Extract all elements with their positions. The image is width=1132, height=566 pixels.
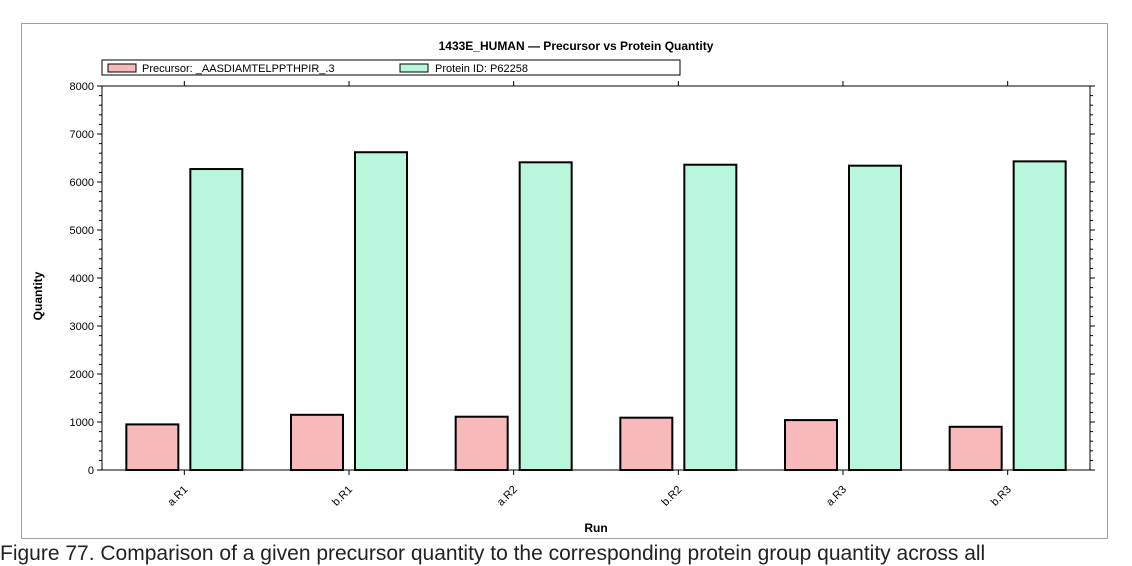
legend: Precursor: _AASDIAMTELPPTHPIR_.3 Protein…	[101, 59, 681, 76]
bars	[125, 151, 1067, 472]
bar-precursor	[784, 419, 838, 471]
y-tick-label: 8000	[70, 81, 94, 93]
chart-title: 1433E_HUMAN — Precursor vs Protein Quant…	[439, 39, 714, 53]
figure-caption: Figure 77. Comparison of a given precurs…	[0, 542, 986, 565]
bar-precursor	[125, 423, 180, 471]
y-tick-label: 0	[88, 465, 94, 477]
bar-protein	[683, 163, 738, 471]
bar-protein	[189, 168, 244, 471]
bar-chart: 1433E_HUMAN — Precursor vs Protein Quant…	[31, 39, 1095, 535]
legend-label-precursor: Precursor: _AASDIAMTELPPTHPIR_.3	[142, 63, 335, 75]
x-tick-label: b.R1	[330, 484, 355, 509]
x-tick-label: b.R3	[989, 484, 1014, 509]
bar-protein	[1012, 160, 1067, 472]
legend-swatch-precursor	[107, 63, 137, 73]
legend-swatch-protein	[399, 63, 429, 73]
bar-protein	[518, 161, 573, 471]
chart-panel: 1433E_HUMAN — Precursor vs Protein Quant…	[21, 23, 1108, 539]
plot-area-frame	[101, 85, 1091, 471]
y-tick-label: 7000	[70, 129, 94, 141]
y-tick-label: 6000	[70, 177, 94, 189]
bar-protein	[848, 164, 902, 471]
bar-precursor	[619, 416, 674, 471]
x-tick-label: a.R2	[495, 484, 520, 509]
x-tick-label: a.R3	[824, 484, 849, 509]
legend-label-protein: Protein ID: P62258	[435, 63, 528, 75]
legend-box	[101, 59, 681, 76]
bar-precursor	[290, 413, 344, 471]
y-tick-label: 1000	[70, 417, 94, 429]
y-axis-label: Quantity	[31, 271, 45, 320]
y-tick-label: 2000	[70, 369, 94, 381]
x-axis-label: Run	[584, 521, 607, 535]
y-tick-label: 3000	[70, 321, 94, 333]
y-tick-label: 5000	[70, 225, 94, 237]
y-tick-label: 4000	[70, 273, 94, 285]
bar-precursor	[948, 425, 1003, 471]
bar-protein	[354, 151, 408, 472]
x-tick-label: b.R2	[660, 484, 685, 509]
bar-precursor	[454, 415, 509, 471]
x-tick-label: a.R1	[166, 484, 191, 509]
